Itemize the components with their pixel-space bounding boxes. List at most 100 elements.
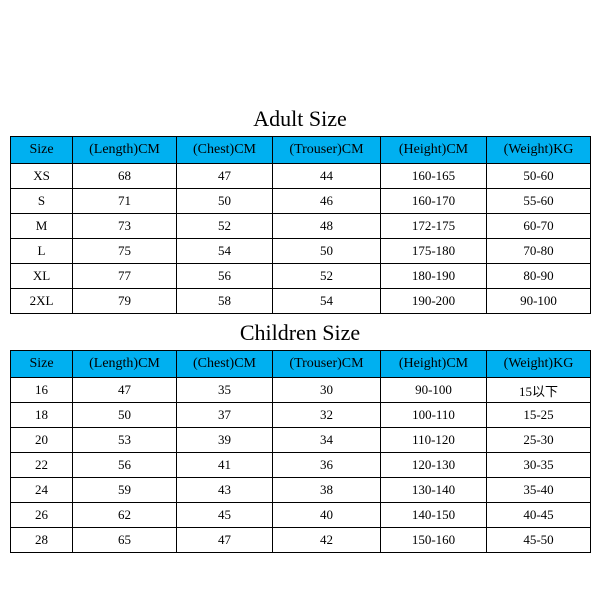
children-size-title: Children Size	[10, 320, 590, 346]
cell-height: 160-165	[381, 164, 487, 189]
cell-length: 79	[73, 289, 177, 314]
cell-size: 2XL	[11, 289, 73, 314]
table-row: S 71 50 46 160-170 55-60	[11, 189, 591, 214]
cell-chest: 56	[177, 264, 273, 289]
cell-weight: 35-40	[487, 478, 591, 503]
cell-length: 77	[73, 264, 177, 289]
cell-height: 172-175	[381, 214, 487, 239]
cell-chest: 58	[177, 289, 273, 314]
cell-height: 130-140	[381, 478, 487, 503]
cell-size: 18	[11, 403, 73, 428]
cell-size: 26	[11, 503, 73, 528]
cell-height: 100-110	[381, 403, 487, 428]
cell-weight: 55-60	[487, 189, 591, 214]
cell-weight: 15-25	[487, 403, 591, 428]
col-trouser: (Trouser)CM	[273, 137, 381, 164]
cell-trouser: 32	[273, 403, 381, 428]
cell-weight: 45-50	[487, 528, 591, 553]
cell-length: 50	[73, 403, 177, 428]
cell-height: 190-200	[381, 289, 487, 314]
cell-size: L	[11, 239, 73, 264]
cell-height: 180-190	[381, 264, 487, 289]
col-height: (Height)CM	[381, 351, 487, 378]
table-row: 26 62 45 40 140-150 40-45	[11, 503, 591, 528]
cell-length: 56	[73, 453, 177, 478]
cell-size: M	[11, 214, 73, 239]
cell-chest: 52	[177, 214, 273, 239]
col-size: Size	[11, 351, 73, 378]
cell-length: 65	[73, 528, 177, 553]
cell-chest: 50	[177, 189, 273, 214]
cell-height: 120-130	[381, 453, 487, 478]
cell-size: 24	[11, 478, 73, 503]
cell-length: 62	[73, 503, 177, 528]
cell-chest: 54	[177, 239, 273, 264]
col-chest: (Chest)CM	[177, 351, 273, 378]
cell-trouser: 42	[273, 528, 381, 553]
cell-length: 71	[73, 189, 177, 214]
cell-length: 47	[73, 378, 177, 403]
cell-weight: 25-30	[487, 428, 591, 453]
cell-length: 75	[73, 239, 177, 264]
cell-chest: 35	[177, 378, 273, 403]
col-height: (Height)CM	[381, 137, 487, 164]
table-header-row: Size (Length)CM (Chest)CM (Trouser)CM (H…	[11, 137, 591, 164]
col-weight: (Weight)KG	[487, 137, 591, 164]
cell-weight: 50-60	[487, 164, 591, 189]
children-size-table: Size (Length)CM (Chest)CM (Trouser)CM (H…	[10, 350, 591, 553]
cell-trouser: 54	[273, 289, 381, 314]
cell-length: 73	[73, 214, 177, 239]
cell-chest: 47	[177, 164, 273, 189]
cell-trouser: 40	[273, 503, 381, 528]
cell-chest: 45	[177, 503, 273, 528]
cell-size: S	[11, 189, 73, 214]
cell-size: XL	[11, 264, 73, 289]
cell-trouser: 50	[273, 239, 381, 264]
cell-weight: 90-100	[487, 289, 591, 314]
cell-size: 16	[11, 378, 73, 403]
cell-size: 28	[11, 528, 73, 553]
cell-weight: 30-35	[487, 453, 591, 478]
cell-size: XS	[11, 164, 73, 189]
table-row: 16 47 35 30 90-100 15以下	[11, 378, 591, 403]
cell-weight: 60-70	[487, 214, 591, 239]
adult-size-title: Adult Size	[10, 106, 590, 132]
cell-weight: 40-45	[487, 503, 591, 528]
cell-weight: 70-80	[487, 239, 591, 264]
table-row: L 75 54 50 175-180 70-80	[11, 239, 591, 264]
cell-height: 110-120	[381, 428, 487, 453]
table-row: XS 68 47 44 160-165 50-60	[11, 164, 591, 189]
cell-chest: 41	[177, 453, 273, 478]
adult-size-table: Size (Length)CM (Chest)CM (Trouser)CM (H…	[10, 136, 591, 314]
cell-height: 160-170	[381, 189, 487, 214]
cell-size: 22	[11, 453, 73, 478]
cell-length: 68	[73, 164, 177, 189]
cell-length: 53	[73, 428, 177, 453]
col-size: Size	[11, 137, 73, 164]
cell-chest: 43	[177, 478, 273, 503]
table-row: 22 56 41 36 120-130 30-35	[11, 453, 591, 478]
cell-trouser: 46	[273, 189, 381, 214]
table-row: 2XL 79 58 54 190-200 90-100	[11, 289, 591, 314]
cell-trouser: 48	[273, 214, 381, 239]
table-row: M 73 52 48 172-175 60-70	[11, 214, 591, 239]
cell-height: 150-160	[381, 528, 487, 553]
cell-trouser: 36	[273, 453, 381, 478]
size-chart-page: Adult Size Size (Length)CM (Chest)CM (Tr…	[0, 0, 600, 600]
cell-trouser: 30	[273, 378, 381, 403]
col-weight: (Weight)KG	[487, 351, 591, 378]
cell-trouser: 52	[273, 264, 381, 289]
col-length: (Length)CM	[73, 137, 177, 164]
cell-trouser: 44	[273, 164, 381, 189]
cell-length: 59	[73, 478, 177, 503]
cell-height: 140-150	[381, 503, 487, 528]
col-length: (Length)CM	[73, 351, 177, 378]
cell-size: 20	[11, 428, 73, 453]
table-row: 18 50 37 32 100-110 15-25	[11, 403, 591, 428]
table-row: 20 53 39 34 110-120 25-30	[11, 428, 591, 453]
col-trouser: (Trouser)CM	[273, 351, 381, 378]
cell-weight: 15以下	[487, 378, 591, 403]
cell-chest: 39	[177, 428, 273, 453]
cell-weight: 80-90	[487, 264, 591, 289]
cell-chest: 37	[177, 403, 273, 428]
